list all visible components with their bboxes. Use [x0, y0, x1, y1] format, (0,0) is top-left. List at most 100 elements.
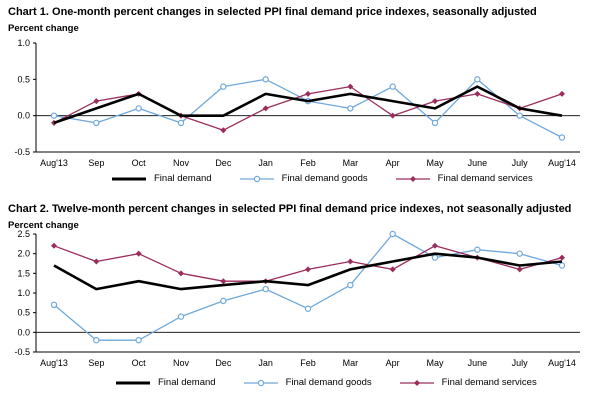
legend-label: Final demand services: [437, 173, 533, 184]
data-point-final-demand-services: [135, 250, 142, 257]
legend-item-final-demand-goods: Final demand goods: [239, 173, 368, 184]
data-point-final-demand-goods: [220, 297, 227, 305]
data-point-final-demand-services: [516, 266, 523, 273]
x-tick-label: Jan: [258, 358, 273, 368]
x-tick-label: Sep: [88, 158, 104, 168]
data-point-final-demand-goods: [431, 254, 439, 261]
data-point-final-demand-services: [262, 105, 269, 112]
data-point-final-demand-services: [93, 258, 100, 265]
x-tick-label: Aug'14: [548, 158, 576, 168]
data-point-final-demand-goods: [220, 83, 227, 90]
y-tick-label: 0.5: [17, 74, 30, 84]
data-point-final-demand-services: [220, 127, 227, 134]
data-point-final-demand-services: [432, 98, 438, 105]
data-point-final-demand-goods: [50, 112, 58, 119]
legend-label: Final demand services: [441, 377, 537, 388]
swatch-final-demand-goods: [243, 378, 278, 388]
legend-item-final-demand-goods: Final demand goods: [243, 377, 372, 388]
y-tick-label: -0.5: [14, 347, 30, 357]
x-tick-label: Mar: [343, 358, 359, 368]
data-point-final-demand-services: [559, 254, 565, 261]
data-point-final-demand-goods: [135, 105, 142, 112]
x-tick-label: Feb: [300, 158, 316, 168]
chart2-plot: 2.5 2.0 1.5 1.0 0.5 0.0 -0.5 Aug'13 Sep Oct Nov Dec…: [14, 229, 580, 368]
x-tick-label: Aug'14: [548, 358, 576, 368]
x-tick-label: Oct: [132, 358, 147, 368]
y-tick-label: 2.0: [17, 249, 30, 259]
x-tick-label: Apr: [386, 358, 400, 368]
chart1-legend: Final demand Final demand goods Final de…: [112, 173, 561, 184]
chart2-title: Chart 2. Twelve-month percent changes in…: [8, 203, 572, 215]
legend-item-final-demand-services: Final demand services: [395, 173, 533, 184]
series-line-final-demand: [53, 85, 563, 125]
data-point-final-demand-goods: [389, 230, 396, 238]
data-point-final-demand-goods: [177, 313, 185, 320]
data-point-final-demand-goods: [262, 285, 269, 293]
x-tick-label: Oct: [132, 158, 147, 168]
swatch-final-demand: [112, 174, 146, 184]
legend-item-final-demand: Final demand: [116, 377, 216, 388]
chart1-plot: 1.0 0.5 0.0 -0.5 Aug'13 Sep Oct Nov Dec Jan Feb Mar…: [14, 38, 580, 168]
y-tick-label: 1.5: [17, 268, 30, 278]
legend-label: Final demand: [154, 173, 212, 184]
data-point-final-demand-services: [220, 278, 227, 285]
data-point-final-demand-services: [93, 98, 100, 105]
x-tick-label: Sep: [88, 358, 104, 368]
data-point-final-demand-goods: [93, 337, 100, 344]
data-point-final-demand-goods: [347, 105, 354, 112]
y-tick-label: -0.5: [14, 147, 30, 157]
data-point-final-demand-services: [559, 90, 565, 97]
data-point-final-demand-goods: [262, 76, 269, 83]
legend-label: Final demand goods: [285, 377, 372, 388]
y-tick-label: 0.0: [17, 327, 30, 337]
x-tick-label: Aug'13: [40, 358, 68, 368]
swatch-final-demand-goods: [239, 174, 274, 184]
data-point-final-demand-services: [474, 90, 481, 97]
data-point-final-demand-goods: [93, 119, 100, 127]
data-point-final-demand-services: [178, 270, 184, 277]
data-point-final-demand-services: [389, 266, 396, 273]
swatch-final-demand: [116, 378, 150, 388]
data-point-final-demand-goods: [558, 134, 566, 141]
data-point-final-demand-goods: [516, 250, 523, 257]
x-tick-label: Feb: [300, 358, 316, 368]
chart2-ylabel: Percent change: [8, 220, 79, 231]
series-line-final-demand: [53, 252, 563, 291]
data-point-final-demand-services: [305, 266, 311, 273]
x-tick-label: May: [426, 158, 444, 168]
chart2-legend: Final demand Final demand goods Final de…: [116, 377, 565, 388]
data-point-final-demand-goods: [304, 305, 312, 312]
x-tick-label: June: [468, 158, 488, 168]
data-point-final-demand-goods: [474, 246, 481, 253]
data-point-final-demand-goods: [50, 301, 58, 308]
x-tick-label: Mar: [343, 158, 359, 168]
x-tick-label: Nov: [173, 158, 190, 168]
legend-item-final-demand-services: Final demand services: [399, 377, 537, 388]
legend-label: Final demand goods: [281, 173, 368, 184]
y-tick-label: 1.0: [17, 38, 30, 48]
data-point-final-demand-goods: [135, 337, 142, 344]
legend-label: Final demand: [158, 377, 216, 388]
data-point-final-demand-services: [347, 83, 354, 90]
data-point-final-demand-services: [389, 112, 396, 119]
chart1-title: Chart 1. One-month percent changes in se…: [8, 6, 537, 18]
x-tick-label: Apr: [386, 158, 400, 168]
x-tick-label: July: [512, 358, 529, 368]
x-tick-label: July: [512, 158, 529, 168]
y-tick-label: 0.0: [17, 111, 30, 121]
data-point-final-demand-services: [432, 242, 438, 249]
x-tick-label: June: [468, 358, 488, 368]
data-point-final-demand-services: [347, 258, 354, 265]
data-point-final-demand-goods: [474, 76, 481, 83]
x-tick-label: Jan: [258, 158, 273, 168]
data-point-final-demand-goods: [431, 119, 439, 127]
x-tick-label: May: [426, 358, 444, 368]
y-tick-label: 0.5: [17, 308, 30, 318]
y-tick-label: 1.0: [17, 288, 30, 298]
chart1-ylabel: Percent change: [8, 23, 79, 34]
x-tick-label: Dec: [215, 158, 232, 168]
data-point-final-demand-goods: [516, 112, 523, 119]
data-point-final-demand-goods: [177, 119, 185, 127]
series-line-final-demand-goods: [53, 233, 563, 341]
x-tick-label: Nov: [173, 358, 190, 368]
